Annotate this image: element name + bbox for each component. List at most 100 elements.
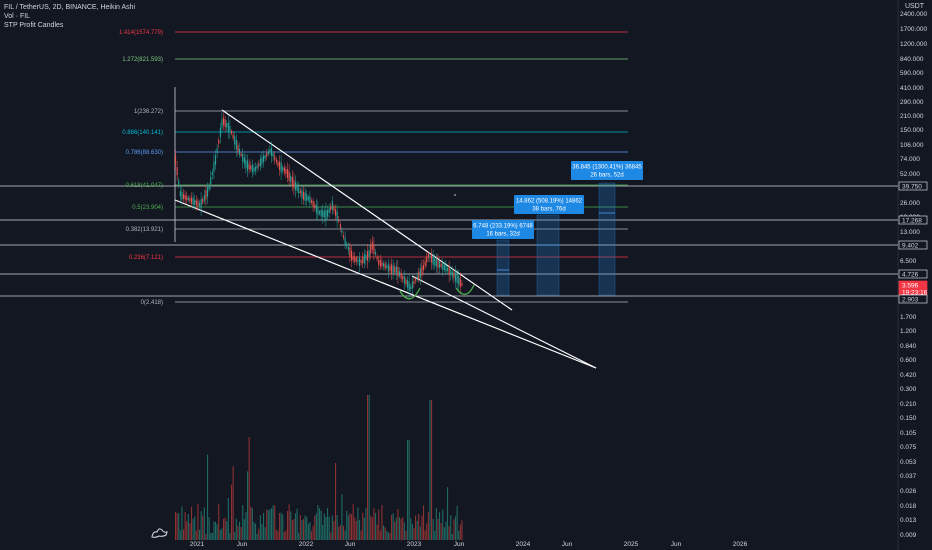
volume-bar	[335, 463, 337, 540]
candle-body	[192, 197, 194, 205]
chart-legend: FIL / TetherUS, 2D, BINANCE, Heikin Ashi…	[4, 3, 135, 30]
candle-body	[381, 261, 383, 267]
volume-bar	[250, 506, 252, 540]
candle-body	[370, 245, 372, 254]
price-scale-label: 150.000	[900, 127, 924, 134]
price-tag-label: 17.268	[902, 217, 922, 224]
candle-body	[379, 259, 381, 267]
projection-box-line2: 26 bars, 52d	[590, 173, 623, 179]
candle-body	[383, 263, 385, 267]
projection-range-bar[interactable]	[598, 182, 616, 296]
volume-bar	[325, 516, 327, 540]
candle-body	[208, 185, 210, 190]
price-tag[interactable]: 9.402	[898, 240, 928, 250]
volume-bar	[381, 504, 383, 540]
time-scale-label: 2026	[733, 541, 748, 548]
volume-bar	[235, 518, 237, 540]
volume-bar	[440, 523, 442, 540]
falling-wedge[interactable]	[174, 109, 597, 369]
price-tag-bg	[898, 181, 928, 191]
volume-bar	[224, 517, 226, 540]
price-scale-label: 0.600	[900, 357, 917, 364]
volume-bar	[240, 526, 242, 540]
price-tag[interactable]: 4.726	[898, 269, 928, 279]
candle-body	[402, 276, 404, 280]
volume-bar	[378, 509, 380, 540]
projection-range-bar[interactable]	[496, 239, 510, 296]
candle-body	[362, 256, 364, 264]
price-scale-label: 74.000	[900, 156, 920, 163]
volume-bar	[266, 509, 268, 540]
price-scale-label: 0.009	[900, 532, 917, 539]
volume-bar	[210, 533, 212, 540]
candle-body	[226, 123, 228, 128]
wedge-inner-trendline[interactable]	[411, 275, 597, 369]
candle-body	[229, 125, 231, 133]
candle-body	[343, 235, 345, 238]
candles[interactable]	[175, 112, 463, 299]
tradingview-logo-icon[interactable]	[150, 524, 170, 540]
currency-label[interactable]: USDT	[904, 3, 924, 10]
candle-body	[296, 185, 298, 191]
candle-body	[303, 191, 305, 200]
volume-bar	[362, 512, 364, 540]
symbol-title[interactable]: FIL / TetherUS, 2D, BINANCE, Heikin Ashi	[4, 4, 136, 11]
fib-level-label: 1(236.272)	[134, 109, 163, 115]
price-scale-label: 0.420	[900, 372, 917, 379]
volume-bar	[232, 466, 234, 540]
candle-body	[272, 153, 274, 157]
volume-bar	[347, 515, 349, 540]
bottom-arc-2[interactable]	[455, 284, 475, 295]
volume-bar	[451, 533, 453, 540]
candle-body	[245, 159, 247, 168]
candle-body	[274, 155, 276, 160]
price-tag[interactable]: 2.903	[898, 294, 928, 304]
wedge-upper-trendline[interactable]	[221, 109, 513, 311]
candle-body	[408, 281, 410, 291]
candle-body	[461, 283, 463, 286]
price-scale-label: 0.150	[900, 415, 917, 422]
projection-box-bg	[571, 161, 643, 180]
candle-body	[336, 211, 338, 222]
candle-body	[279, 161, 281, 171]
fib-level-label: 0.5(23.904)	[132, 205, 163, 211]
candle-body	[295, 181, 297, 191]
volume-bar	[368, 395, 370, 540]
price-scale-label: 1200.000	[900, 41, 927, 48]
volume-bar	[410, 518, 412, 540]
volume-indicator-label[interactable]: Vol · FIL	[4, 13, 31, 20]
candle-body	[285, 169, 287, 174]
candle-body	[445, 264, 447, 272]
candle-body	[323, 211, 325, 218]
price-tag-bg	[898, 294, 928, 304]
price-tag[interactable]: 17.268	[898, 215, 928, 225]
volume-bar	[315, 513, 317, 540]
candle-body	[239, 148, 241, 155]
candle-body	[189, 198, 191, 202]
bottom-arc-1[interactable]	[399, 287, 421, 300]
projection-box-bg	[472, 220, 534, 239]
volume-bar	[365, 508, 367, 540]
profit-candles-indicator-label[interactable]: STP Profit Candles	[4, 22, 64, 29]
projection-box-line2: 16 bars, 32d	[486, 232, 519, 238]
projection-label-box[interactable]: 14.862 (508.19%) 14862 38 bars, 76d	[514, 195, 584, 214]
price-tag-bg	[898, 269, 928, 279]
volume-bar	[267, 510, 269, 540]
price-scale-label: 6.500	[900, 258, 917, 265]
projection-label-box[interactable]: 6.748 (233.19%) 6748 16 bars, 32d	[472, 220, 534, 239]
volume-bar	[407, 440, 409, 540]
projection-range-bar[interactable]	[536, 214, 560, 296]
candle-body	[424, 261, 426, 266]
volume-bar	[181, 506, 183, 540]
price-scale-label: 1.200	[900, 328, 917, 335]
volume-bar	[415, 515, 417, 540]
price-tag[interactable]: 39.750	[898, 181, 928, 191]
volume-bar	[359, 520, 361, 540]
volume-bar	[432, 518, 434, 540]
wedge-lower-trendline[interactable]	[174, 199, 597, 369]
projection-label-box[interactable]: 36.845 (1300.41%) 36845 26 bars, 52d	[571, 161, 643, 180]
volume-bar	[219, 529, 221, 540]
volume-bar	[328, 516, 330, 540]
price-tag-label: 2.903	[902, 296, 919, 303]
